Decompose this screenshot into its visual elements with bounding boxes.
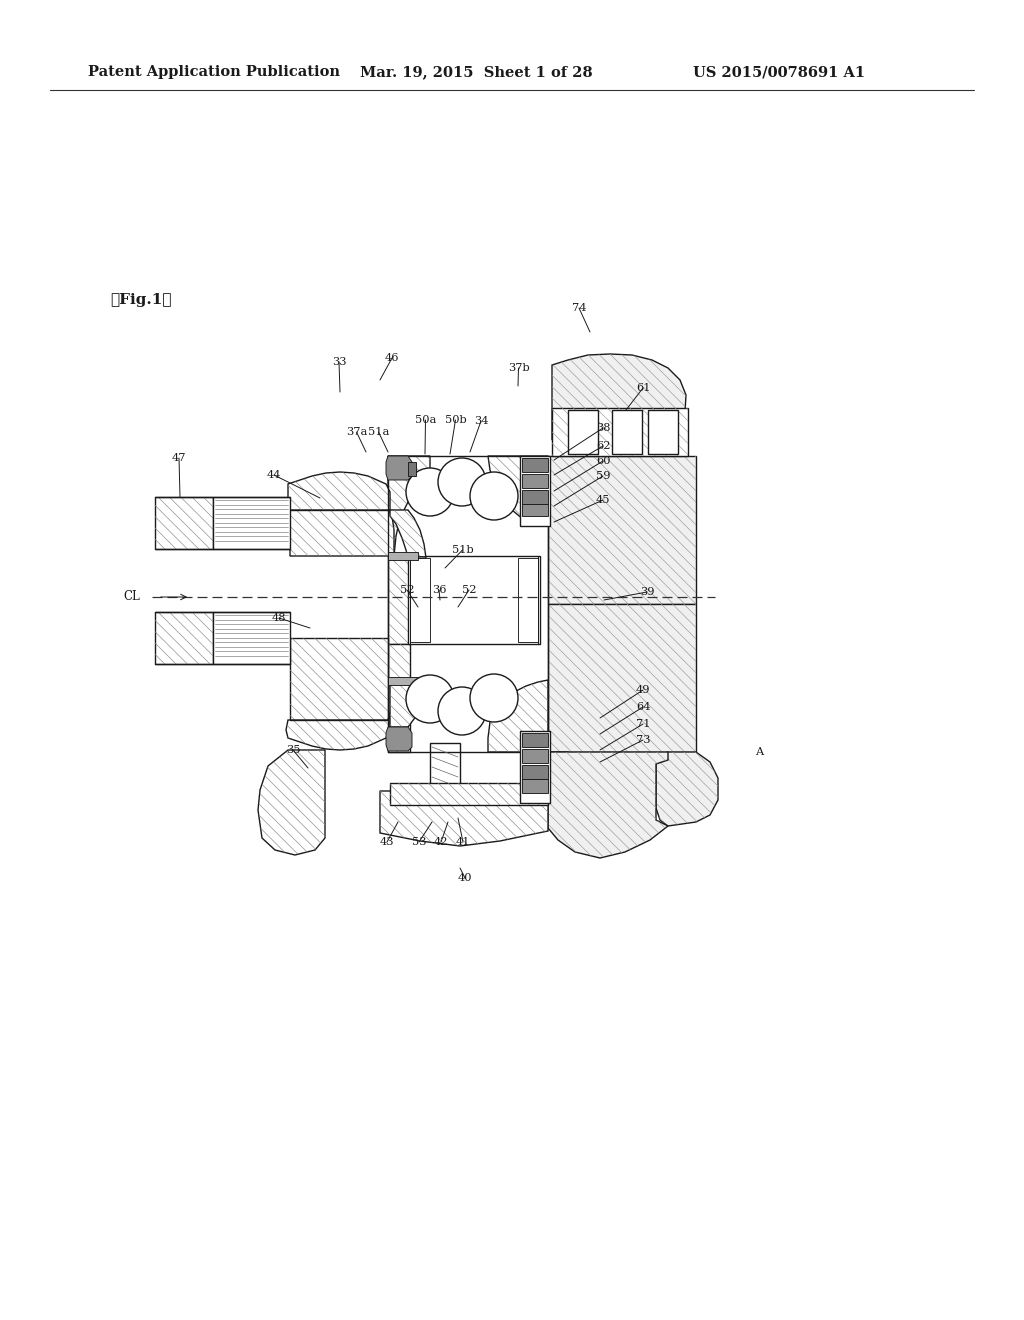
Bar — [390, 783, 548, 805]
Bar — [522, 766, 548, 779]
Text: 51b: 51b — [452, 545, 474, 554]
Text: 37a: 37a — [346, 426, 368, 437]
Bar — [518, 558, 538, 642]
Text: US 2015/0078691 A1: US 2015/0078691 A1 — [693, 65, 865, 79]
Text: Mar. 19, 2015  Sheet 1 of 28: Mar. 19, 2015 Sheet 1 of 28 — [360, 65, 593, 79]
Text: 52: 52 — [400, 585, 415, 595]
Text: 48: 48 — [272, 612, 287, 623]
Circle shape — [470, 675, 518, 722]
Polygon shape — [386, 455, 412, 480]
Polygon shape — [488, 455, 548, 524]
Polygon shape — [288, 473, 390, 510]
Text: 35: 35 — [286, 744, 300, 755]
Text: 50b: 50b — [445, 414, 467, 425]
Bar — [522, 779, 548, 793]
Polygon shape — [388, 455, 430, 556]
Bar — [612, 411, 642, 454]
Text: 71: 71 — [636, 719, 650, 729]
Text: 59: 59 — [596, 471, 610, 480]
Text: CL: CL — [123, 590, 140, 603]
Polygon shape — [488, 680, 548, 752]
Bar — [213, 498, 290, 549]
Bar — [388, 556, 410, 644]
Text: 52: 52 — [462, 585, 476, 595]
Polygon shape — [430, 743, 460, 803]
Circle shape — [470, 473, 518, 520]
Circle shape — [438, 458, 486, 506]
Text: Patent Application Publication: Patent Application Publication — [88, 65, 340, 79]
Bar — [548, 455, 696, 605]
Text: 47: 47 — [172, 453, 186, 463]
Bar — [408, 556, 540, 644]
Polygon shape — [548, 752, 668, 858]
Bar — [520, 731, 550, 803]
Polygon shape — [390, 510, 426, 558]
Polygon shape — [286, 711, 390, 750]
Bar — [408, 462, 416, 477]
Circle shape — [438, 686, 486, 735]
Text: 36: 36 — [432, 585, 446, 595]
Polygon shape — [390, 678, 426, 727]
Polygon shape — [290, 638, 388, 733]
Circle shape — [406, 675, 454, 723]
Text: 38: 38 — [596, 422, 610, 433]
Text: 49: 49 — [636, 685, 650, 696]
Text: 45: 45 — [596, 495, 610, 506]
Text: 34: 34 — [474, 416, 488, 426]
Text: 62: 62 — [596, 441, 610, 451]
Text: 41: 41 — [456, 837, 470, 847]
Text: 64: 64 — [636, 702, 650, 711]
Text: 33: 33 — [332, 356, 346, 367]
Polygon shape — [388, 733, 410, 752]
Text: 37b: 37b — [508, 363, 529, 374]
Text: 74: 74 — [572, 304, 587, 313]
Bar — [155, 498, 213, 549]
Text: 44: 44 — [267, 470, 282, 480]
Bar — [648, 411, 678, 454]
Bar — [213, 612, 290, 664]
Text: 61: 61 — [636, 383, 650, 393]
Text: 39: 39 — [640, 587, 654, 597]
Text: 40: 40 — [458, 873, 472, 883]
Text: 51a: 51a — [368, 426, 389, 437]
Bar — [552, 408, 688, 455]
Polygon shape — [380, 791, 548, 846]
Polygon shape — [386, 727, 412, 751]
Bar — [388, 644, 410, 733]
Bar — [155, 612, 213, 664]
Bar — [522, 733, 548, 747]
Polygon shape — [290, 510, 394, 556]
Circle shape — [406, 469, 454, 516]
Text: 73: 73 — [636, 735, 650, 744]
Bar — [522, 748, 548, 763]
Text: A: A — [755, 747, 763, 756]
Bar — [388, 552, 418, 560]
Text: 43: 43 — [380, 837, 394, 847]
Text: 46: 46 — [385, 352, 399, 363]
Bar — [522, 490, 548, 504]
Bar — [568, 411, 598, 454]
Bar — [522, 504, 548, 516]
Text: 50a: 50a — [415, 414, 436, 425]
Bar — [388, 677, 418, 685]
Text: 53: 53 — [412, 837, 427, 847]
Polygon shape — [552, 354, 686, 440]
Bar — [520, 455, 550, 525]
Bar — [548, 605, 696, 752]
Bar — [522, 458, 548, 473]
Polygon shape — [656, 752, 718, 826]
Bar — [522, 474, 548, 488]
Text: 60: 60 — [596, 455, 610, 466]
Polygon shape — [258, 750, 325, 855]
Polygon shape — [548, 752, 572, 772]
Text: 【Fig.1】: 【Fig.1】 — [110, 293, 171, 308]
Text: 42: 42 — [434, 837, 449, 847]
Bar — [410, 558, 430, 642]
